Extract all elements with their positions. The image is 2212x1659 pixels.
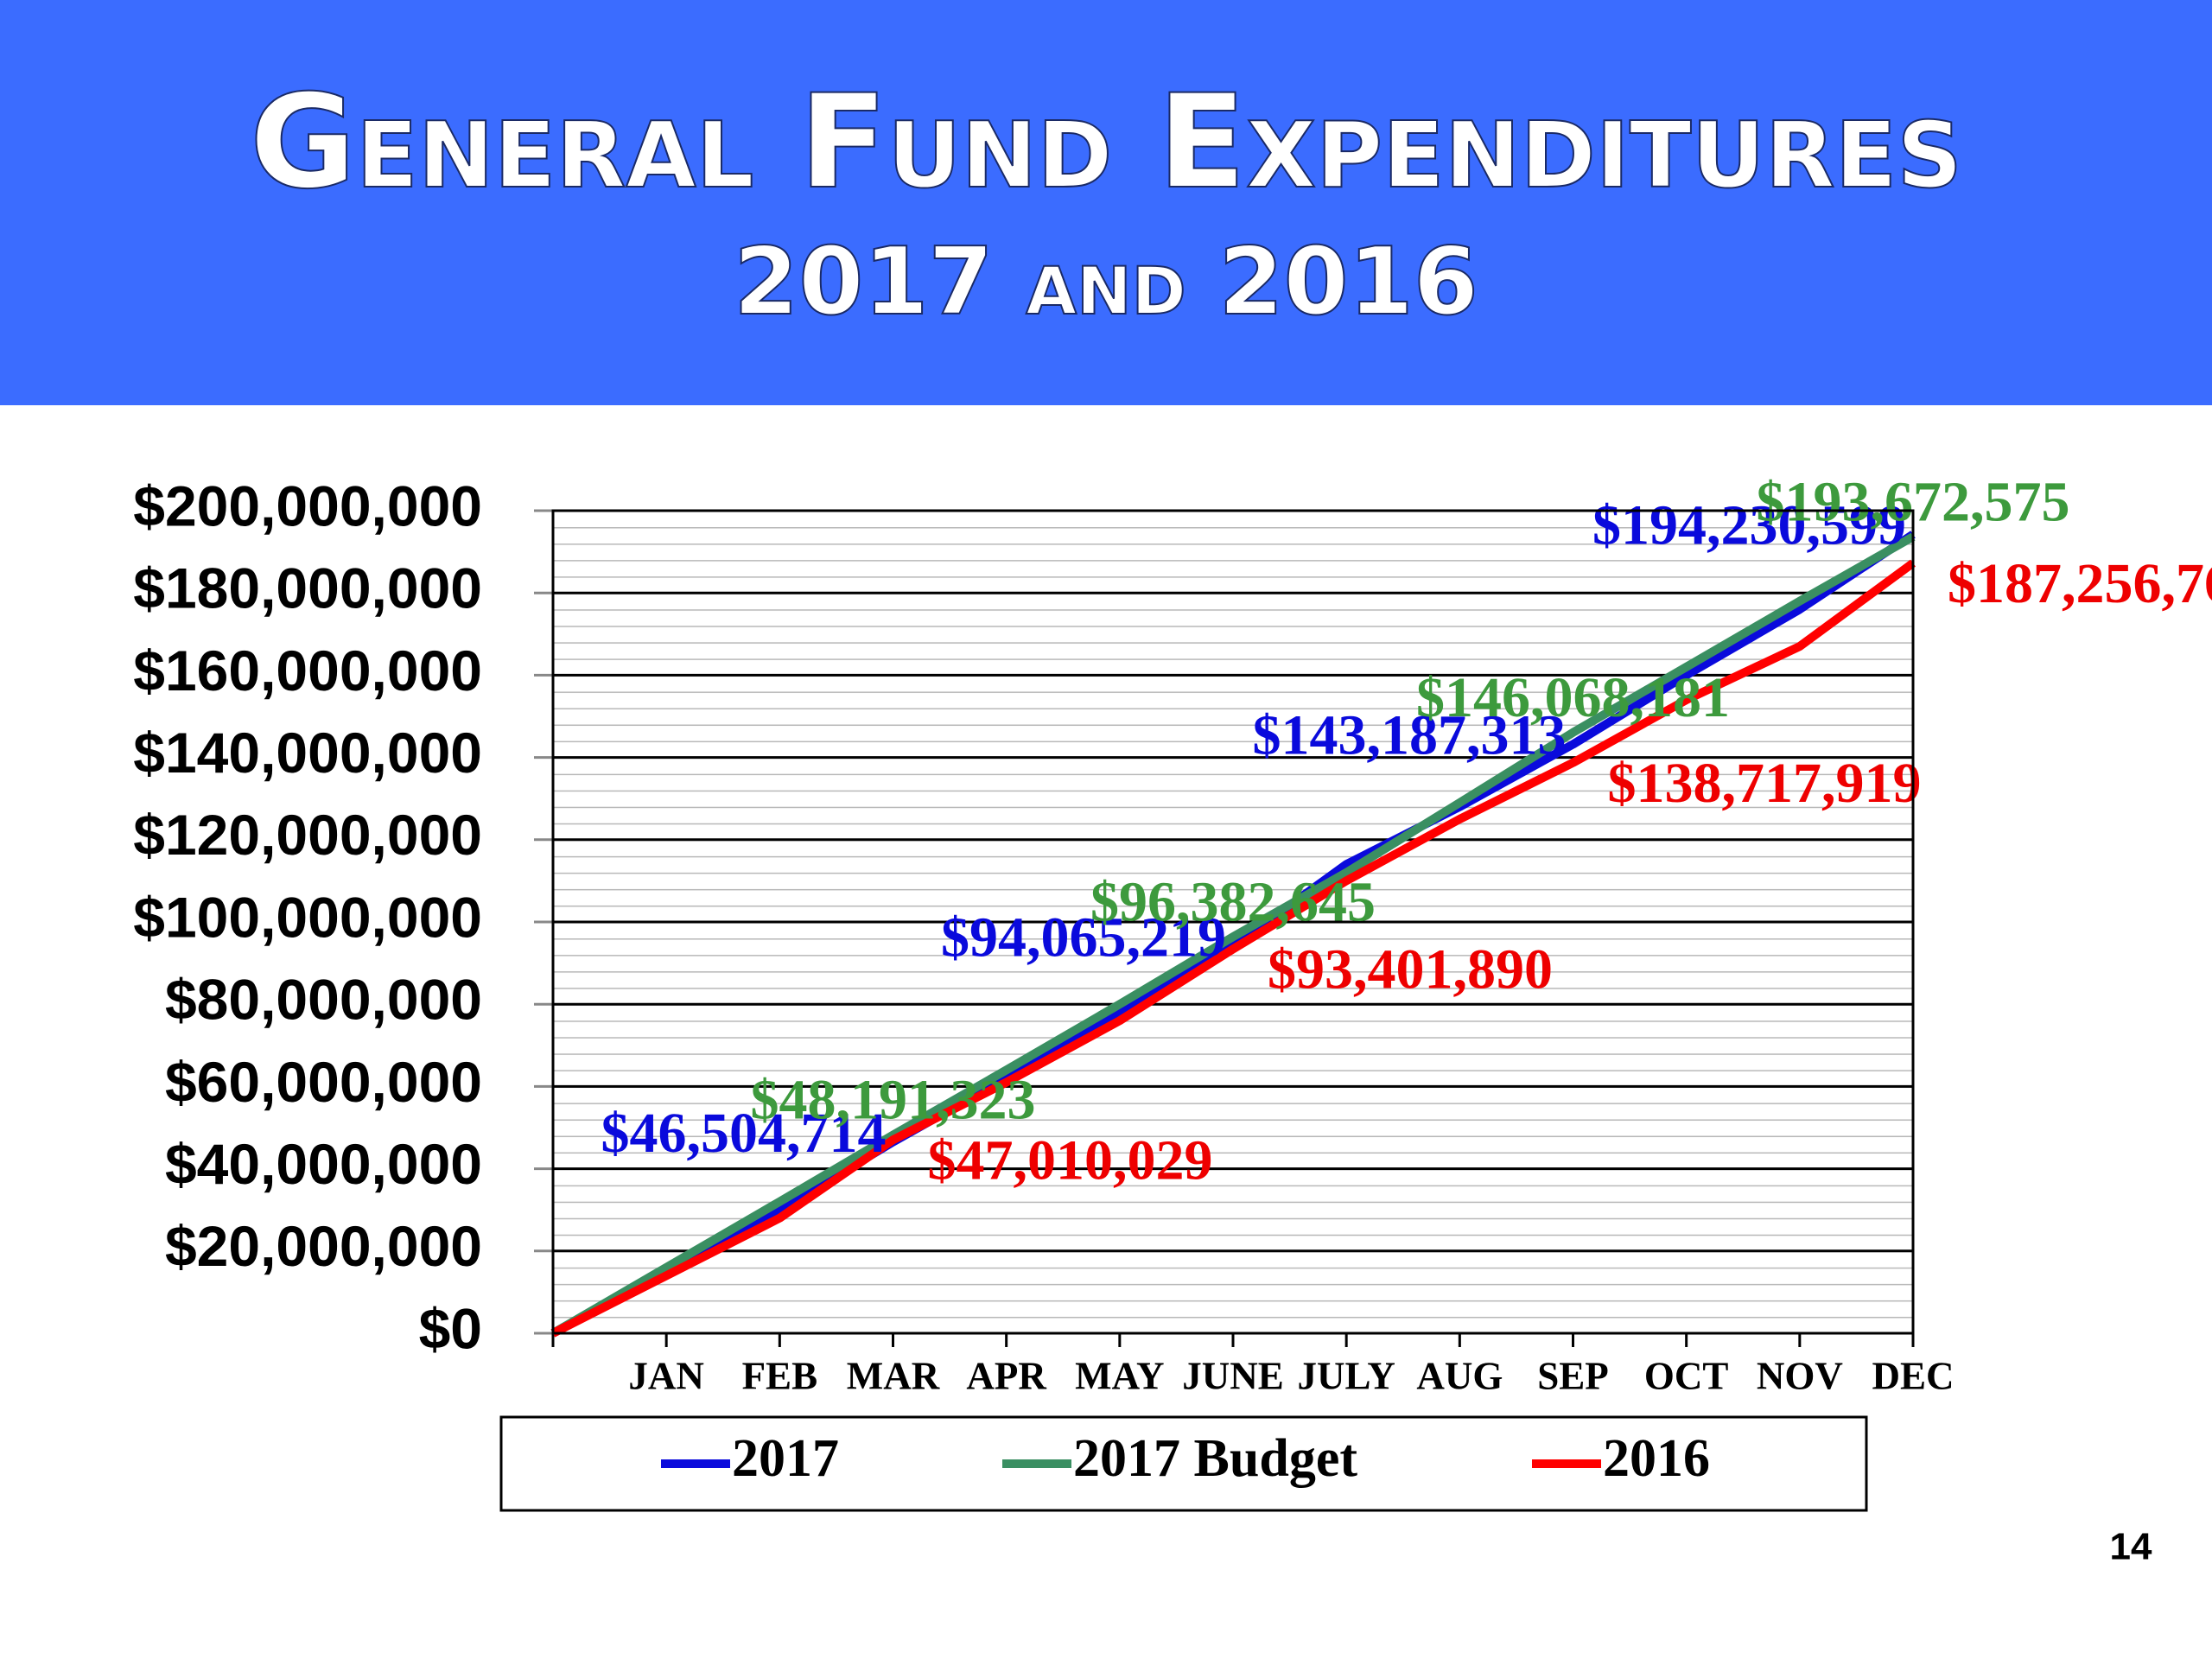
- data-label: $146,068,181: [1416, 666, 1730, 729]
- x-tick-label: AUG: [1416, 1354, 1503, 1397]
- data-label: $48,191,323: [751, 1069, 1036, 1132]
- x-tick-label: NOV: [1757, 1354, 1843, 1397]
- x-tick-label: JUNE: [1182, 1354, 1284, 1397]
- y-tick-label: $180,000,000: [133, 556, 482, 620]
- y-tick-label: $120,000,000: [133, 803, 482, 867]
- data-label: $46,504,714: [601, 1102, 887, 1165]
- legend-label: 2016: [1603, 1429, 1710, 1488]
- data-label: $96,382,645: [1090, 870, 1376, 933]
- page-number: 14: [2110, 1526, 2152, 1568]
- y-tick-label: $80,000,000: [165, 968, 482, 1032]
- y-tick-label: $140,000,000: [133, 721, 482, 785]
- y-tick-label: $0: [419, 1296, 482, 1360]
- legend-label: 2017: [732, 1429, 839, 1488]
- plot-border: [551, 509, 1915, 1335]
- y-tick-label: $40,000,000: [165, 1132, 482, 1196]
- x-tick-label: APR: [966, 1354, 1046, 1397]
- y-tick-label: $100,000,000: [133, 885, 482, 949]
- data-label: $187,256,760: [1948, 552, 2212, 615]
- y-tick-label: $20,000,000: [165, 1214, 482, 1278]
- chart-subtitle: 2017 and 2016: [734, 228, 1478, 336]
- x-tick-label: OCT: [1644, 1354, 1729, 1397]
- y-tick-label: $160,000,000: [133, 639, 482, 702]
- x-tick-label: JULY: [1297, 1354, 1395, 1397]
- data-label: $194,230,599: [1592, 494, 1906, 557]
- x-tick-label: MAR: [847, 1354, 940, 1397]
- series-line: [550, 559, 1916, 1338]
- y-tick-label: $200,000,000: [133, 474, 482, 537]
- data-label: $47,010,029: [928, 1128, 1213, 1192]
- header-band: [0, 0, 2212, 405]
- data-label: $93,401,890: [1268, 938, 1553, 1001]
- data-label: $94,065,219: [941, 906, 1226, 969]
- x-tick-label: SEP: [1537, 1354, 1609, 1397]
- x-tick-label: MAY: [1075, 1354, 1164, 1397]
- data-label: $143,187,313: [1253, 704, 1567, 767]
- legend-label: 2017 Budget: [1073, 1429, 1357, 1488]
- chart-title: General Fund Expenditures: [250, 67, 1962, 218]
- x-tick-label: FEB: [742, 1354, 818, 1397]
- x-tick-label: DEC: [1872, 1354, 1954, 1397]
- series-line: [550, 532, 1916, 1338]
- data-label: $138,717,919: [1608, 752, 1922, 815]
- x-tick-label: JAN: [628, 1354, 704, 1397]
- y-tick-label: $60,000,000: [165, 1050, 482, 1114]
